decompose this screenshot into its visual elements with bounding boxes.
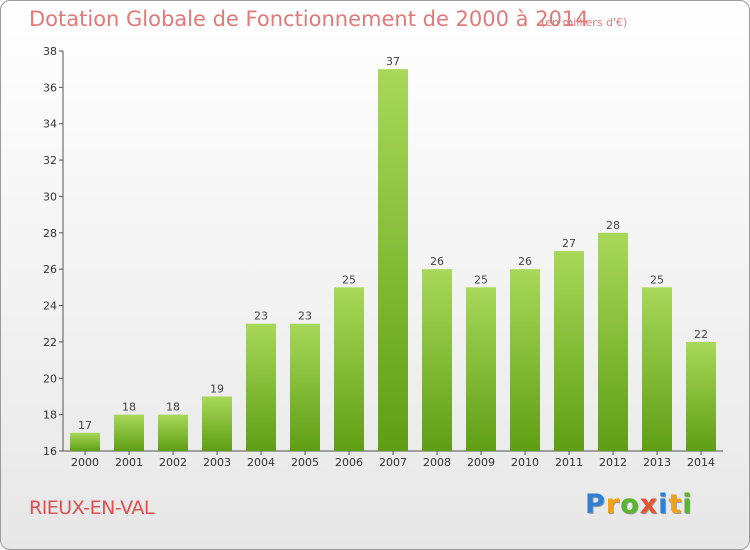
bar — [202, 396, 232, 451]
chart-subtitle: (en milliers d'€) — [541, 16, 628, 29]
y-tick-label: 34 — [43, 118, 57, 131]
y-tick-label: 28 — [43, 227, 57, 240]
bar-value-label: 23 — [254, 310, 268, 323]
bar — [70, 432, 100, 451]
bar — [510, 269, 540, 451]
bar — [114, 414, 144, 451]
bar-value-label: 25 — [650, 273, 664, 286]
bar — [554, 251, 584, 451]
x-tick-label: 2012 — [599, 456, 627, 469]
bar-value-label: 28 — [606, 219, 620, 232]
logo-letter: r — [605, 489, 621, 520]
x-tick-label: 2011 — [555, 456, 583, 469]
bar — [290, 323, 320, 451]
bar — [466, 287, 496, 451]
x-tick-label: 2006 — [335, 456, 363, 469]
bar — [642, 287, 672, 451]
chart-axes: 16 18 20 22 24 26 28 30 32 34 36 38 — [43, 45, 723, 458]
proxiti-logo: Proxiti — [585, 489, 693, 520]
y-tick-label: 18 — [43, 409, 57, 422]
chart-title: Dotation Globale de Fonctionnement de 20… — [29, 7, 589, 31]
bar-value-label: 23 — [298, 310, 312, 323]
bar — [246, 323, 276, 451]
x-tick-label: 2002 — [159, 456, 187, 469]
logo-letter: P — [585, 489, 606, 520]
chart-bars — [70, 69, 716, 451]
bar — [598, 232, 628, 451]
bar-value-label: 26 — [430, 255, 444, 268]
x-tick-label: 2013 — [643, 456, 671, 469]
logo-letter: i — [682, 489, 693, 520]
bar-value-label: 18 — [122, 401, 136, 414]
x-tick-label: 2004 — [247, 456, 275, 469]
y-tick-label: 38 — [43, 45, 57, 58]
bar-value-label: 22 — [694, 328, 708, 341]
y-tick-label: 26 — [43, 263, 57, 276]
bar — [422, 269, 452, 451]
bar-value-label: 26 — [518, 255, 532, 268]
x-tick-label: 2001 — [115, 456, 143, 469]
logo-letter: x — [639, 489, 659, 520]
bar-value-label: 37 — [386, 55, 400, 68]
bar — [378, 69, 408, 451]
y-tick-label: 20 — [43, 372, 57, 385]
x-tick-label: 2003 — [203, 456, 231, 469]
x-tick-label: 2008 — [423, 456, 451, 469]
y-tick-label: 22 — [43, 336, 57, 349]
bar-value-label: 19 — [210, 382, 224, 395]
bar — [158, 414, 188, 451]
bar-value-label: 25 — [474, 273, 488, 286]
commune-name: RIEUX-EN-VAL — [29, 497, 154, 519]
y-tick-label: 24 — [43, 300, 57, 313]
x-tick-label: 2005 — [291, 456, 319, 469]
chart-labels: 17 2000 18 2001 18 2002 19 2003 23 2004 23 2005 25 20… — [71, 55, 715, 469]
logo-letter: o — [620, 489, 640, 520]
bar — [686, 341, 716, 451]
x-tick-label: 2000 — [71, 456, 99, 469]
logo-letter: i — [658, 489, 669, 520]
bar — [334, 287, 364, 451]
y-tick-label: 32 — [43, 154, 57, 167]
y-tick-label: 36 — [43, 81, 57, 94]
x-tick-label: 2014 — [687, 456, 715, 469]
bar-value-label: 25 — [342, 273, 356, 286]
bar-value-label: 17 — [78, 419, 92, 432]
y-tick-label: 30 — [43, 190, 57, 203]
y-tick-label: 16 — [43, 445, 57, 458]
x-tick-label: 2007 — [379, 456, 407, 469]
x-tick-label: 2009 — [467, 456, 495, 469]
bar-value-label: 18 — [166, 401, 180, 414]
logo-letter: t — [668, 489, 683, 520]
bar-value-label: 27 — [562, 237, 576, 250]
x-tick-label: 2010 — [511, 456, 539, 469]
